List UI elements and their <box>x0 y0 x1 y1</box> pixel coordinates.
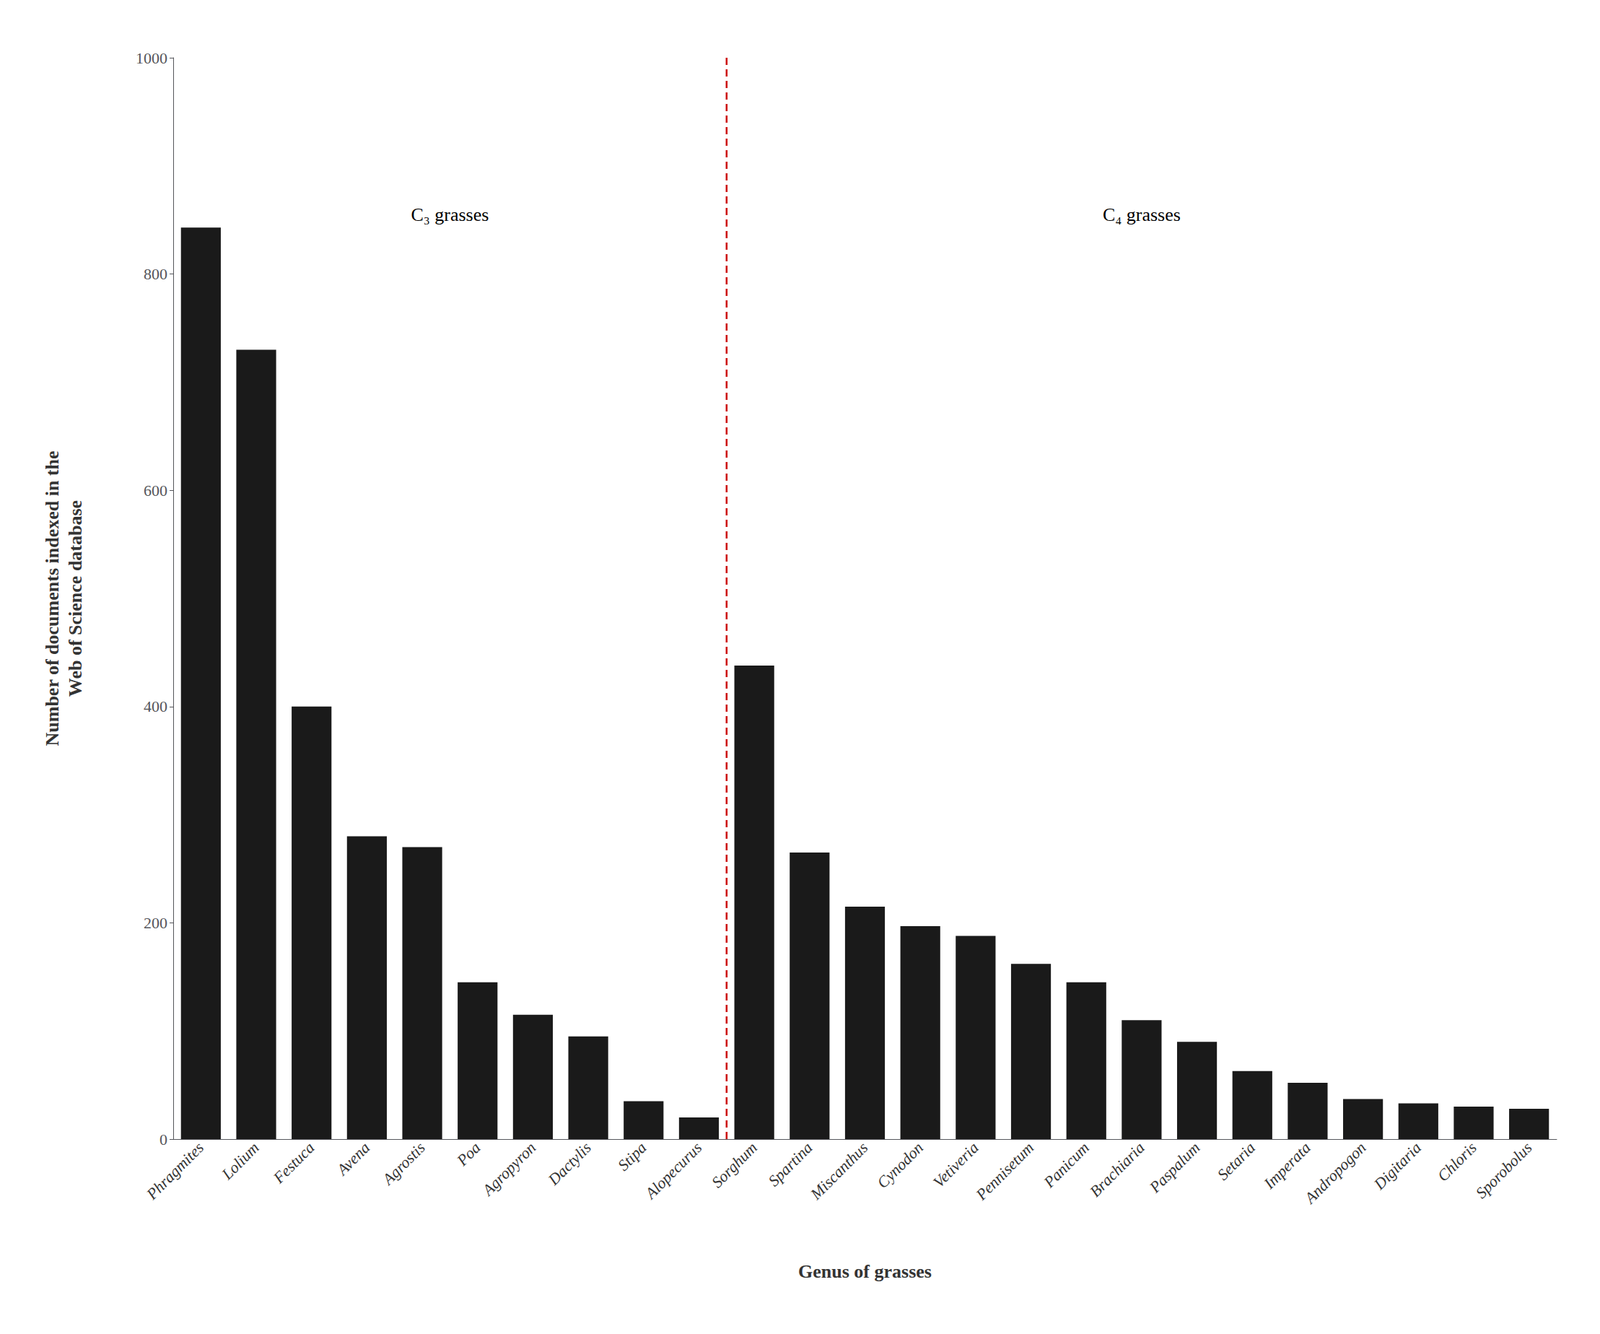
svg-text:400: 400 <box>143 697 168 716</box>
svg-text:Brachiaria: Brachiaria <box>1086 1138 1149 1201</box>
svg-text:Dactylis: Dactylis <box>544 1138 595 1189</box>
svg-text:Spartina: Spartina <box>764 1138 816 1190</box>
svg-text:Web of Science database: Web of Science database <box>64 500 86 697</box>
svg-text:600: 600 <box>143 481 168 500</box>
svg-text:0: 0 <box>159 1130 168 1149</box>
svg-text:Festuca: Festuca <box>269 1138 319 1188</box>
svg-text:Imperata: Imperata <box>1259 1138 1314 1193</box>
svg-text:Lolium: Lolium <box>217 1138 262 1183</box>
svg-text:C₄ grasses: C₄ grasses <box>1102 204 1181 226</box>
svg-text:Stipa: Stipa <box>614 1138 651 1175</box>
svg-text:Phragmites: Phragmites <box>142 1138 208 1204</box>
svg-text:200: 200 <box>143 913 168 932</box>
svg-text:Genus of grasses: Genus of grasses <box>798 1260 932 1282</box>
svg-text:Sporobolus: Sporobolus <box>1472 1138 1536 1202</box>
svg-text:C₃ grasses: C₃ grasses <box>410 204 489 226</box>
svg-text:Agrostis: Agrostis <box>378 1138 429 1189</box>
svg-text:Setaria: Setaria <box>1213 1138 1260 1184</box>
svg-text:Chloris: Chloris <box>1433 1138 1480 1185</box>
svg-text:Digitaria: Digitaria <box>1369 1138 1425 1193</box>
svg-text:Avena: Avena <box>331 1138 374 1180</box>
svg-text:1000: 1000 <box>135 49 168 68</box>
svg-text:Agropyron: Agropyron <box>477 1138 540 1200</box>
svg-text:Andropogon: Andropogon <box>1299 1138 1370 1208</box>
svg-text:Number of documents indexed in: Number of documents indexed in the <box>41 450 63 746</box>
svg-text:Pennisetum: Pennisetum <box>971 1138 1038 1204</box>
svg-text:Poa: Poa <box>452 1138 484 1170</box>
svg-text:Alopecurus: Alopecurus <box>640 1138 706 1204</box>
svg-text:Paspalum: Paspalum <box>1145 1138 1204 1197</box>
svg-text:Sorghum: Sorghum <box>707 1138 761 1191</box>
svg-text:Cynodon: Cynodon <box>873 1138 927 1192</box>
svg-text:800: 800 <box>143 264 168 283</box>
svg-text:Panicum: Panicum <box>1039 1138 1093 1192</box>
svg-text:Vetiveria: Vetiveria <box>929 1138 983 1191</box>
svg-text:Miscanthus: Miscanthus <box>806 1138 872 1204</box>
